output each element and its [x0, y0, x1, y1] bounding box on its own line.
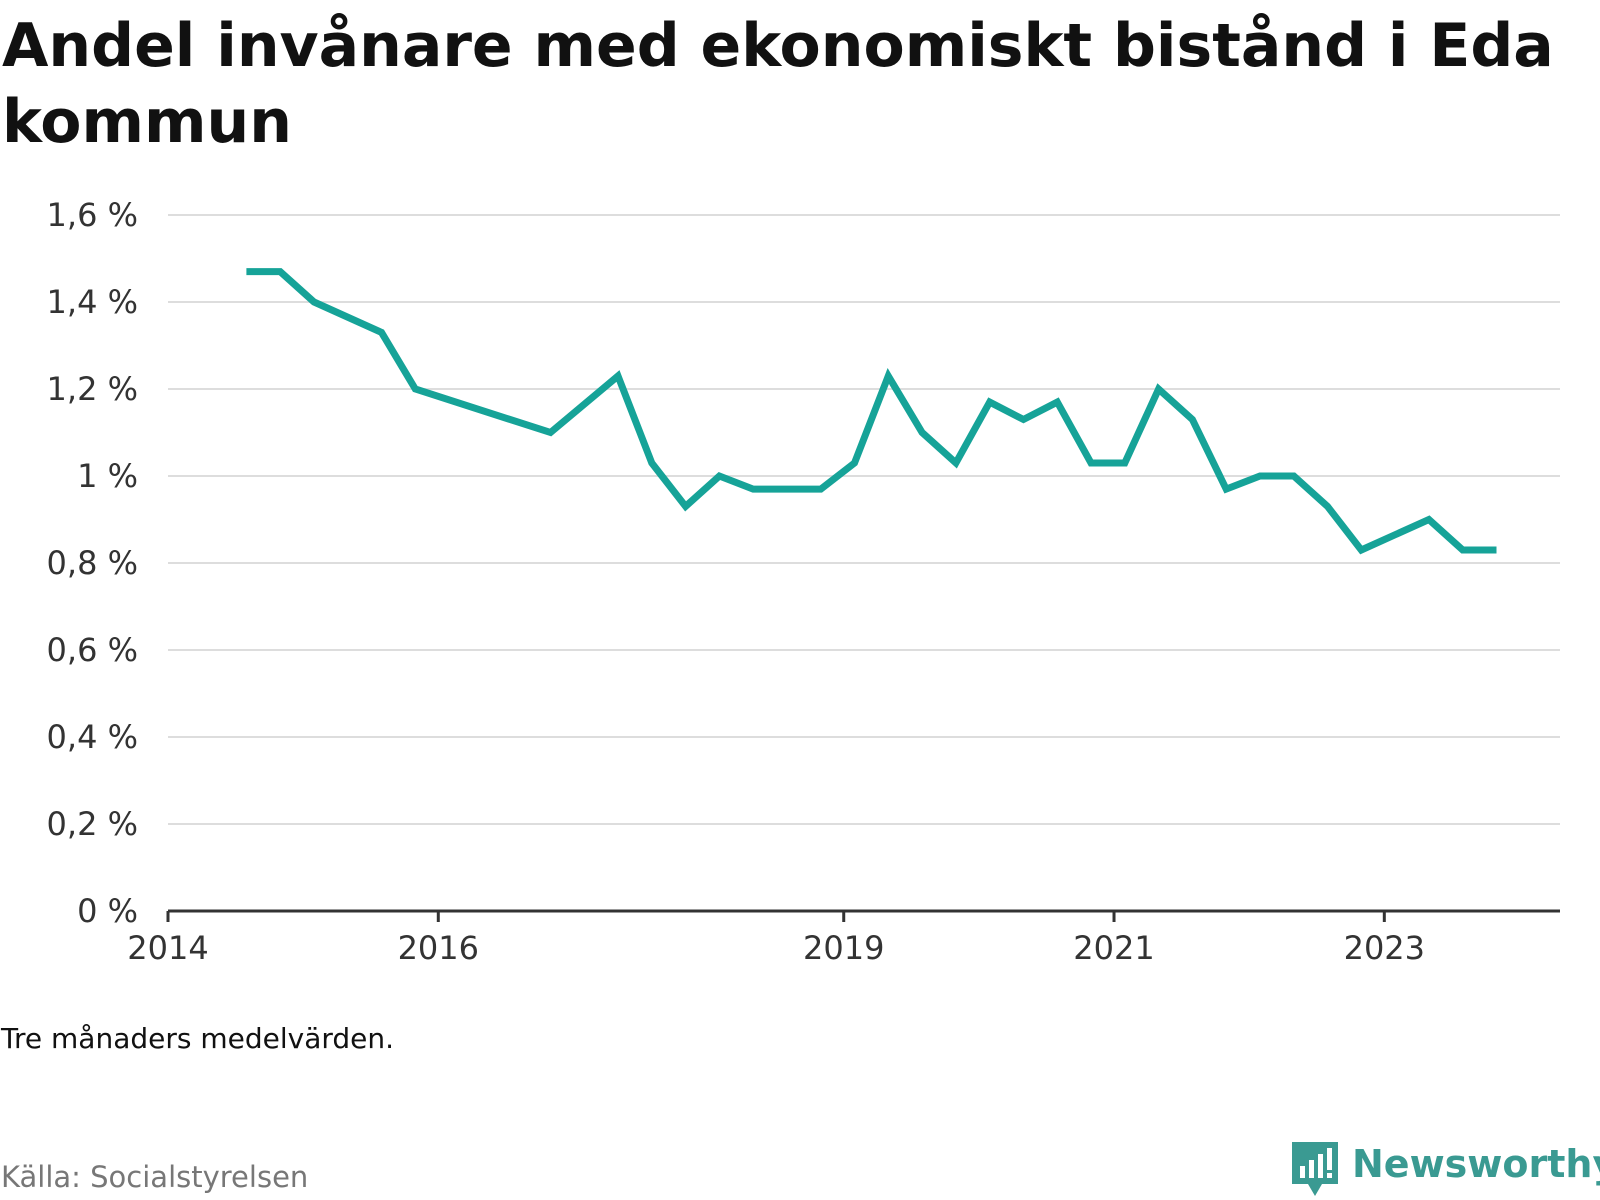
series-line	[246, 268, 1497, 555]
x-tick-label: 2014	[127, 929, 208, 967]
x-axis: 2014 2016 2019 2021 2023	[127, 909, 1560, 967]
brand-name: Newsworthy	[1352, 1142, 1600, 1186]
newsworthy-logo-icon	[1292, 1142, 1338, 1196]
x-tick-label: 2021	[1073, 929, 1154, 967]
y-tick-label: 0,4 %	[47, 718, 138, 756]
series-layer	[246, 268, 1497, 555]
x-tick-label: 2019	[803, 929, 884, 967]
y-tick-label: 0,2 %	[47, 805, 138, 843]
chart-title: Andel invånare med ekonomiskt bistånd i …	[2, 11, 1554, 157]
y-tick-label: 1,2 %	[47, 370, 138, 408]
line-chart: 0 % 0,2 % 0,4 % 0,6 % 0,8 % 1 % 1,2 % 1,4 % 1,6 …	[47, 196, 1560, 967]
gridlines	[168, 214, 1560, 825]
y-tick-label: 1 %	[77, 457, 138, 495]
y-tick-label: 1,4 %	[47, 283, 138, 321]
y-tick-label: 0 %	[77, 892, 138, 930]
source-credit: Källa: Socialstyrelsen	[1, 1160, 309, 1194]
y-tick-label: 0,8 %	[47, 544, 138, 582]
chart-note: Tre månaders medelvärden.	[1, 1022, 395, 1055]
y-tick-label: 1,6 %	[47, 196, 138, 234]
x-tick-label: 2016	[398, 929, 479, 967]
brand-logo[interactable]: Newsworthy	[1290, 1140, 1600, 1200]
y-tick-label: 0,6 %	[47, 631, 138, 669]
y-axis-ticks: 0 % 0,2 % 0,4 % 0,6 % 0,8 % 1 % 1,2 % 1,4 % 1,6 …	[47, 196, 138, 930]
x-tick-label: 2023	[1344, 929, 1425, 967]
